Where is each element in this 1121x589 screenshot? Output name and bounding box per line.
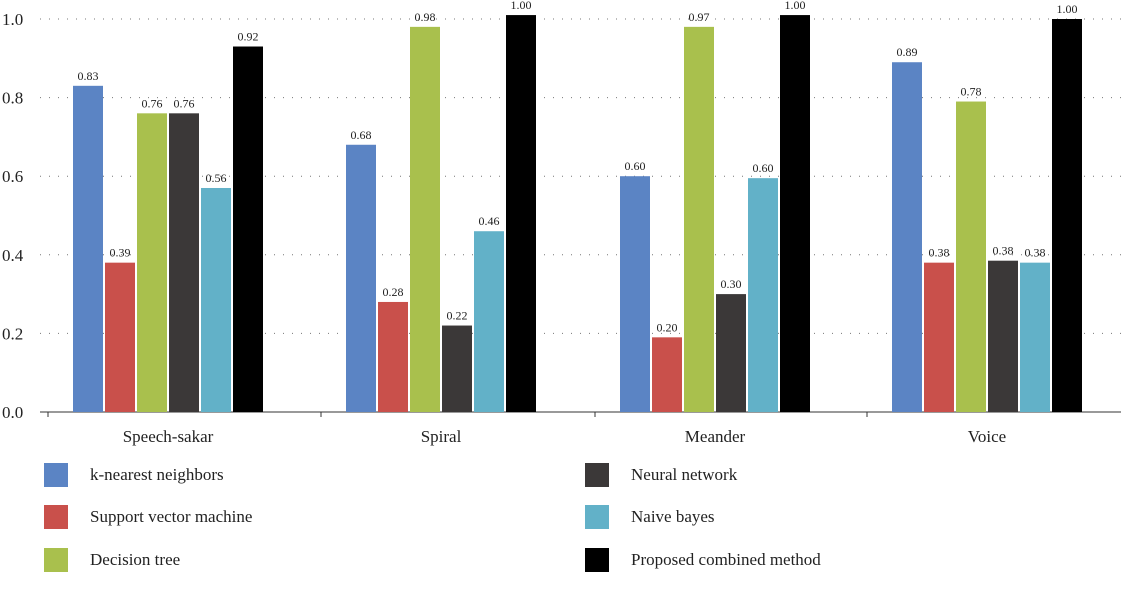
bar	[924, 262, 954, 412]
bar	[378, 301, 408, 412]
bar-value-label: 0.28	[383, 285, 404, 299]
bar-value-label: 0.38	[1025, 246, 1046, 260]
bar	[442, 325, 472, 412]
bar	[748, 178, 778, 412]
data-labels: 0.83 0.39 0.76 0.76 0.56 0.92 0.68 0.28 0.98 0.22…	[78, 0, 1078, 334]
bar	[105, 262, 135, 412]
bar-value-label: 0.89	[897, 45, 918, 59]
y-tick-label-0.6: 0.6	[2, 167, 23, 186]
bar-value-label: 0.68	[351, 128, 372, 142]
bar	[169, 113, 199, 412]
bar-value-label: 0.97	[689, 10, 710, 24]
y-tick-label-0.0: 0.0	[2, 403, 23, 422]
bar	[684, 26, 714, 413]
bar	[892, 62, 922, 412]
bar-value-label: 0.92	[238, 30, 259, 44]
bar	[956, 101, 986, 412]
x-category-label: Spiral	[421, 427, 462, 446]
x-category-label: Meander	[685, 427, 746, 446]
bar-value-label: 0.98	[415, 10, 436, 24]
y-tick-label-0.4: 0.4	[2, 246, 24, 265]
bar	[1052, 19, 1082, 412]
bar	[346, 144, 376, 412]
bar	[201, 187, 231, 412]
bars	[73, 15, 1082, 413]
bar	[988, 260, 1018, 412]
y-tick-label-1.0: 1.0	[2, 10, 23, 29]
bar-value-label: 0.20	[657, 320, 678, 334]
bar	[780, 15, 810, 412]
bar-value-label: 1.00	[511, 0, 532, 12]
bar-value-label: 0.76	[142, 96, 163, 110]
y-tick-label-0.2: 0.2	[2, 324, 23, 343]
bar-value-label: 0.22	[447, 309, 468, 323]
bar-value-label: 0.60	[625, 159, 646, 173]
bar-value-label: 0.76	[174, 96, 195, 110]
bar-value-label: 0.30	[721, 277, 742, 291]
bar-value-label: 0.83	[78, 69, 99, 83]
bar-value-label: 0.39	[110, 246, 131, 260]
bar	[652, 337, 682, 412]
x-category-label: Speech-sakar	[123, 427, 214, 446]
bar	[716, 294, 746, 412]
bar-value-label: 0.38	[929, 246, 950, 260]
bar	[620, 176, 650, 412]
bar	[474, 231, 504, 412]
bar	[1020, 262, 1050, 412]
bar-value-label: 1.00	[785, 0, 806, 12]
x-category-label: Voice	[968, 427, 1006, 446]
bar-value-label: 0.78	[961, 85, 982, 99]
bar-value-label: 0.38	[993, 244, 1014, 258]
bar	[233, 46, 263, 412]
bar	[137, 113, 167, 412]
bar	[73, 85, 103, 412]
bar-value-label: 0.56	[206, 171, 227, 185]
axes: 0.0 0.2 0.4 0.6 0.8 1.0 Speech-sakar Spiral Mean…	[2, 10, 1121, 446]
bar-value-label: 0.46	[479, 214, 500, 228]
bar	[410, 26, 440, 413]
bar-value-label: 1.00	[1057, 2, 1078, 16]
bar-value-label: 0.60	[753, 161, 774, 175]
bar	[506, 15, 536, 412]
y-tick-label-0.8: 0.8	[2, 89, 23, 108]
